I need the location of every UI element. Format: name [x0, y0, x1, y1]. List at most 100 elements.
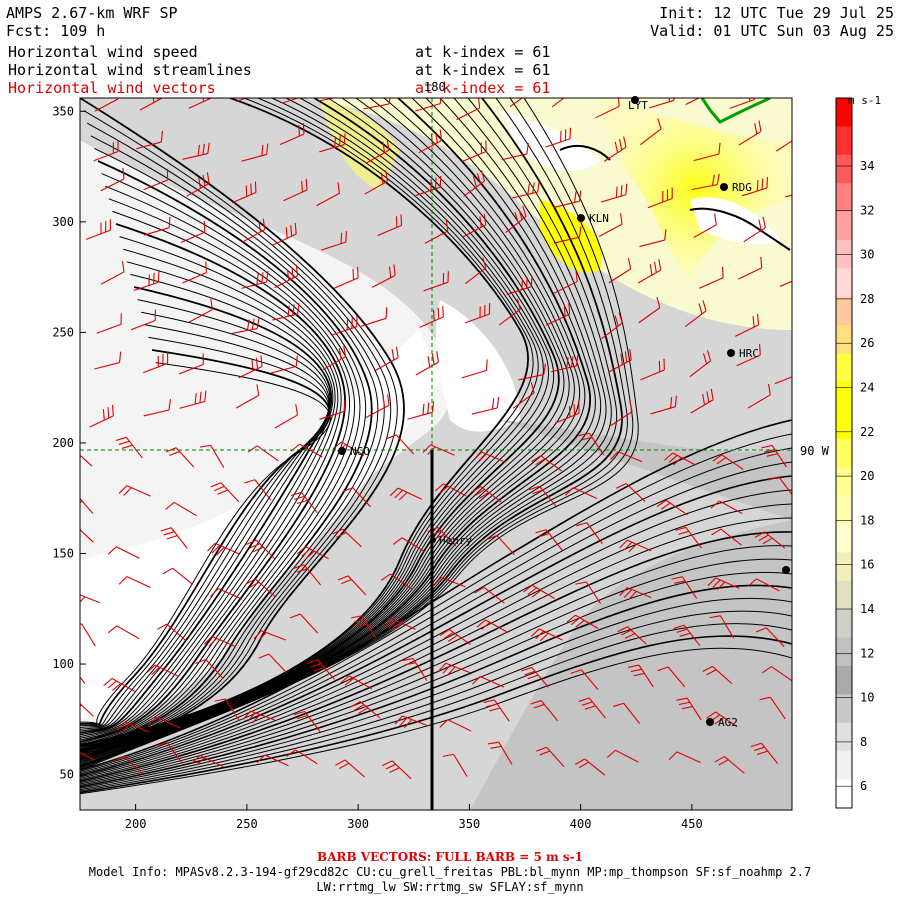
colorbar-swatch: [836, 296, 852, 326]
wind-barb: [461, 140, 487, 162]
streamline: [80, 236, 342, 741]
wind-barb: [689, 350, 712, 378]
streamline: [80, 198, 356, 747]
wind-barb: [241, 143, 269, 162]
streamline: [80, 110, 398, 759]
wind-barb: [383, 618, 416, 631]
colorbar-swatch: [836, 722, 852, 752]
station-lyt-label: LYT: [628, 99, 648, 112]
wind-barb: [699, 266, 724, 289]
wind-barb: [89, 404, 114, 428]
station-east-marker: [782, 566, 790, 574]
wind-barb: [80, 623, 96, 647]
wind-barb: [231, 317, 260, 334]
wind-barb: [474, 586, 505, 604]
colorbar-label: 34: [860, 159, 874, 173]
x-tick-label: 250: [236, 817, 258, 831]
wind-barb: [189, 298, 213, 323]
wind-barb: [601, 312, 623, 340]
forecast-hour: Fcst: 109 h: [6, 22, 106, 40]
y-tick-label: 50: [60, 768, 74, 782]
colorbar-swatch: [836, 637, 852, 667]
wind-barb: [188, 98, 213, 109]
streamline: [80, 489, 792, 778]
wind-barb: [371, 264, 396, 288]
streamline: [80, 273, 334, 736]
station-ag2-label: AG2: [718, 716, 738, 729]
wind-barb: [94, 351, 122, 370]
colorbar-label: 18: [860, 513, 874, 527]
coastline-green: [700, 98, 771, 124]
wind-barb: [693, 213, 717, 239]
wind-barb: [501, 142, 529, 161]
wind-barb: [439, 628, 471, 645]
wind-barb: [464, 257, 487, 285]
wind-barb: [270, 355, 298, 374]
station-rdg-label: RDG: [732, 181, 752, 194]
coastline-black: [559, 144, 791, 251]
wind-barb: [566, 614, 599, 629]
wind-barb: [711, 528, 742, 546]
colorbar-swatch: [836, 325, 852, 355]
colorbar-swatch: [836, 183, 852, 213]
wind-barb: [203, 635, 237, 648]
colorbar-swatch: [836, 580, 852, 610]
wind-barb: [762, 666, 792, 682]
wind-barb: [377, 214, 403, 237]
wind-barb: [487, 741, 513, 765]
wind-barb: [603, 136, 627, 162]
wind-barb: [463, 170, 486, 197]
field-vectors-level: at k-index = 61: [415, 79, 551, 97]
wind-barb: [244, 479, 272, 501]
wind-barb: [523, 584, 555, 599]
wind-barb: [143, 169, 169, 191]
wind-barb: [319, 133, 346, 153]
wind-barb: [419, 305, 444, 328]
station-henry-label: Henry: [439, 534, 472, 547]
streamline: [80, 98, 544, 750]
wind-barb: [473, 451, 506, 463]
wind-barb: [554, 402, 580, 424]
yellow-jet-1: [540, 200, 602, 273]
wind-barb: [741, 177, 769, 197]
wind-barb: [747, 578, 780, 592]
wind-barb: [231, 181, 257, 204]
wind-barb: [385, 434, 415, 455]
wind-barb: [498, 298, 521, 326]
wind-barb: [195, 659, 224, 680]
wind-barb: [640, 358, 665, 381]
wind-barb: [464, 303, 491, 324]
wind-barb: [210, 482, 240, 502]
wind-barb: [241, 218, 266, 243]
streamline: [80, 98, 570, 756]
wind-barb: [290, 491, 318, 514]
meridian-label: 180: [424, 80, 446, 94]
wind-barb: [293, 710, 321, 733]
wind-barb: [80, 454, 93, 467]
wind-barb: [735, 313, 760, 337]
wind-barb: [608, 258, 632, 284]
barb-note: BARB VECTORS: FULL BARB = 5 m s-1: [317, 850, 583, 864]
wind-barb: [600, 183, 628, 203]
streamline: [80, 173, 367, 750]
colorbar-label: 22: [860, 425, 874, 439]
wind-barb: [136, 130, 164, 150]
y-tick-label: 100: [52, 657, 74, 671]
y-tick-label: 250: [52, 325, 74, 339]
colorbar-swatch: [836, 126, 852, 156]
model-info-2: LW:rrtmg_lw SW:rrtmg_sw SFLAY:sf_mynn: [316, 880, 584, 894]
x-tick-label: 350: [459, 817, 481, 831]
streamline: [80, 545, 792, 784]
wind-barb: [319, 400, 346, 420]
station-rdg-marker: [720, 183, 728, 191]
wind-barb: [656, 499, 688, 516]
streamline: [80, 98, 549, 751]
wind-barb: [182, 261, 207, 284]
wind-barb: [462, 213, 487, 238]
wind-barb: [289, 613, 319, 634]
wind-barb: [402, 657, 428, 681]
wind-barb: [293, 564, 322, 586]
wind-barb: [235, 98, 248, 103]
wind-barb: [442, 753, 468, 777]
wind-barb: [296, 546, 329, 560]
